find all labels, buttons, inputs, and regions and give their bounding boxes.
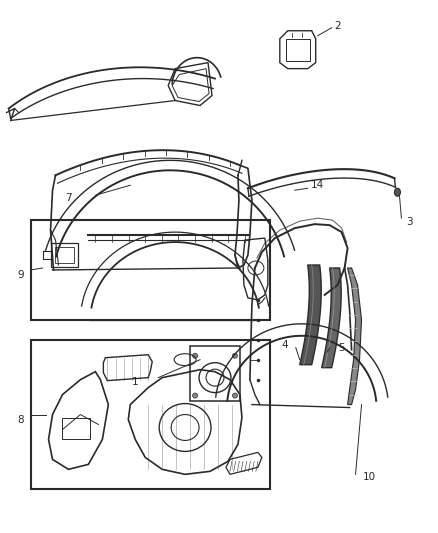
- Bar: [286, 39, 310, 61]
- Bar: [31, 340, 270, 489]
- Bar: [63, 417, 90, 439]
- Bar: [54, 247, 74, 263]
- Bar: [50, 243, 78, 267]
- Ellipse shape: [233, 353, 237, 358]
- Text: 7: 7: [65, 193, 72, 203]
- Text: 10: 10: [363, 472, 376, 482]
- Ellipse shape: [193, 393, 198, 398]
- Text: 2: 2: [335, 21, 341, 31]
- Polygon shape: [348, 268, 361, 405]
- Text: 4: 4: [282, 340, 288, 350]
- Polygon shape: [300, 265, 321, 365]
- Ellipse shape: [193, 353, 198, 358]
- Text: 8: 8: [18, 415, 24, 424]
- Ellipse shape: [395, 188, 400, 196]
- Text: 1: 1: [132, 377, 138, 386]
- Bar: [190, 346, 240, 401]
- Text: 9: 9: [18, 270, 24, 280]
- Polygon shape: [321, 268, 341, 368]
- Text: 5: 5: [338, 343, 345, 353]
- Text: 3: 3: [406, 217, 413, 227]
- Ellipse shape: [233, 393, 237, 398]
- Text: 14: 14: [311, 180, 324, 190]
- Bar: [31, 220, 270, 320]
